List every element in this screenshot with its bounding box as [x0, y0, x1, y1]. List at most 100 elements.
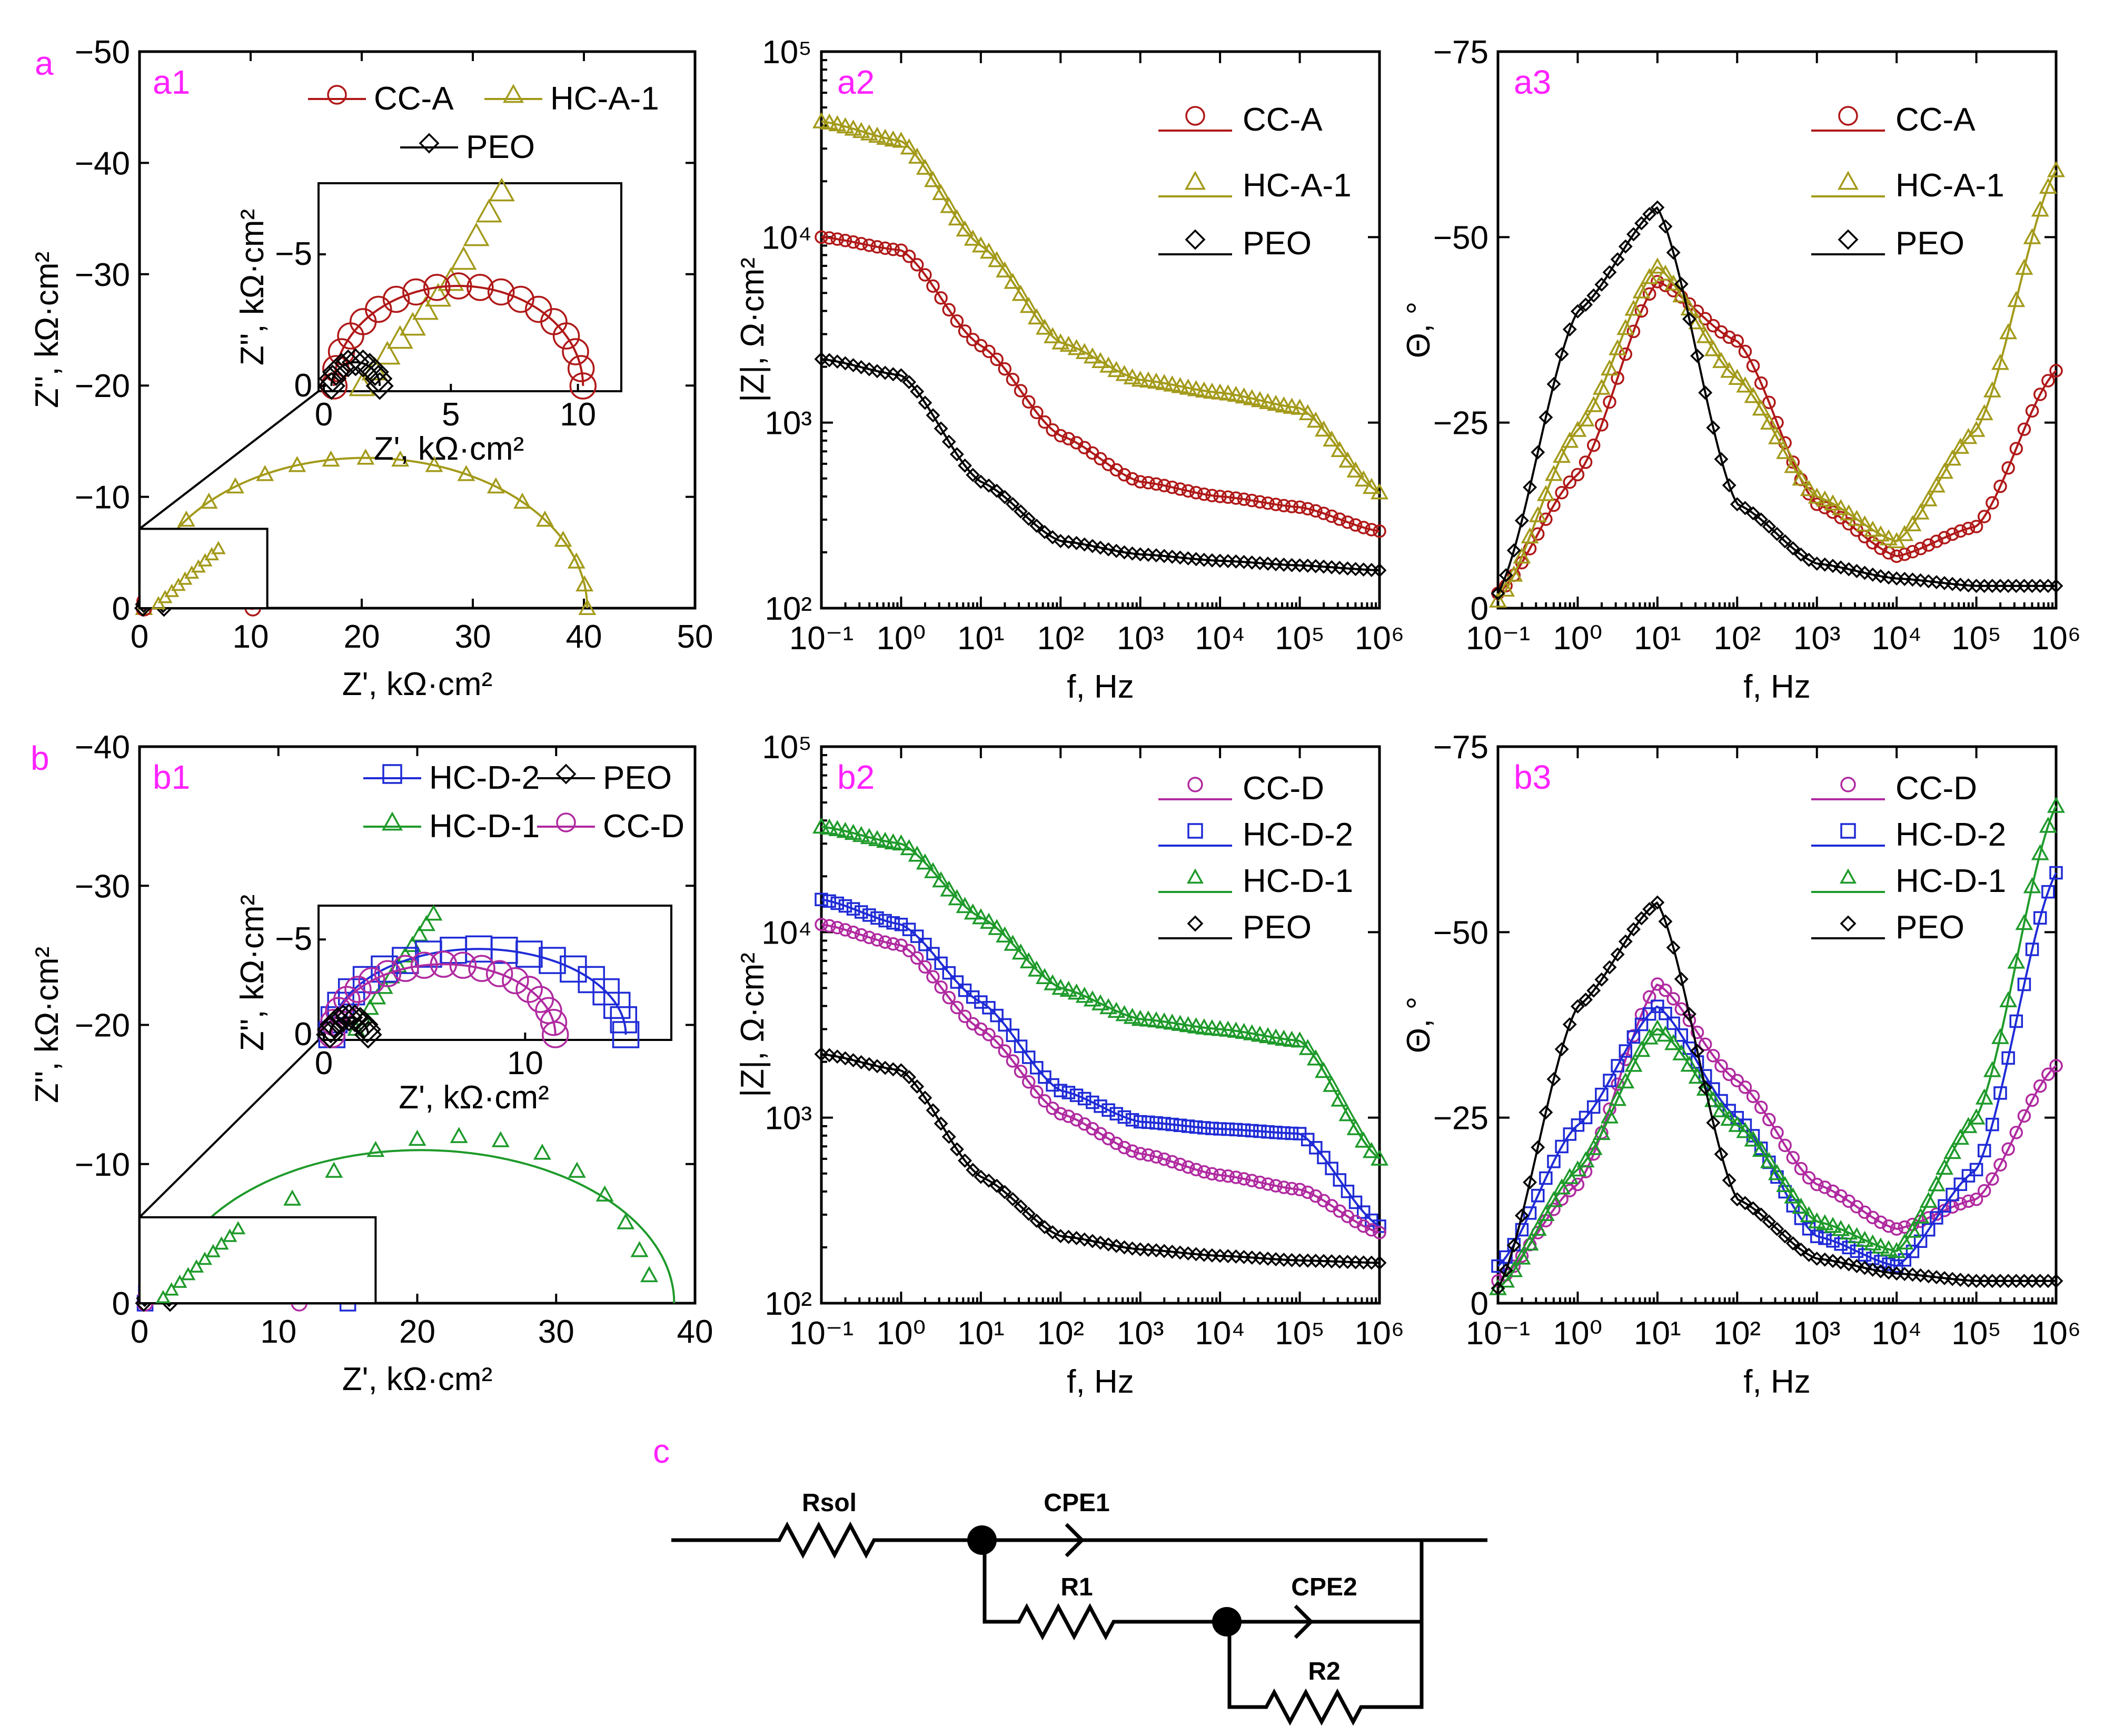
- data-point: [1027, 308, 1046, 325]
- data-point: [1895, 525, 1914, 541]
- data-point: [918, 268, 932, 282]
- data-point: [926, 408, 940, 423]
- data-point: [1706, 420, 1721, 435]
- data-point: [1688, 1067, 1706, 1084]
- data-point: [1650, 895, 1665, 910]
- data-point: [1815, 490, 1834, 507]
- data-point: [876, 128, 895, 145]
- data-point: [926, 970, 940, 984]
- data-point: [560, 955, 587, 983]
- data-point: [1117, 468, 1132, 482]
- legend-marker: [1838, 229, 1859, 250]
- legend-hc-d-1: HC-D-1: [363, 808, 540, 845]
- data-point: [1021, 511, 1036, 526]
- data-point: [1666, 940, 1681, 955]
- data-point: [2047, 161, 2065, 177]
- b3-ytick-label: −75: [1433, 729, 1488, 766]
- data-point: [854, 928, 868, 942]
- data-point: [334, 349, 362, 378]
- data-point: [283, 1189, 302, 1206]
- data-point: [1674, 276, 1689, 291]
- data-point: [1293, 1183, 1307, 1196]
- data-point: [1626, 1030, 1641, 1044]
- data-point: [1061, 1109, 1076, 1123]
- data-point: [1195, 1018, 1213, 1035]
- fit-line: [330, 361, 381, 386]
- legend-cc-d: CC-D: [1811, 770, 1977, 807]
- data-point: [942, 990, 956, 1005]
- data-point: [329, 1004, 358, 1033]
- data-point: [1323, 1076, 1341, 1092]
- data-point: [1778, 534, 1792, 549]
- data-point: [567, 552, 585, 569]
- data-point: [941, 1129, 956, 1144]
- legend-hc-a-1: HC-A-1: [1158, 167, 1352, 204]
- data-point: [1561, 1168, 1579, 1184]
- data-point: [1101, 542, 1116, 557]
- data-point: [1115, 1005, 1134, 1021]
- data-point: [1229, 1123, 1243, 1137]
- data-point: [1259, 393, 1277, 409]
- series-hc-d-2: [815, 892, 1386, 1233]
- data-point: [515, 940, 543, 968]
- data-point: [1107, 361, 1126, 378]
- data-point: [1555, 1139, 1569, 1154]
- data-point: [1880, 529, 1898, 545]
- b1-xtick-label: 30: [538, 1314, 574, 1350]
- data-point: [1269, 498, 1283, 511]
- data-point: [1736, 376, 1754, 393]
- data-point: [1706, 1049, 1720, 1063]
- data-point: [1261, 496, 1275, 510]
- b3-xlabel: f, Hz: [1743, 1364, 1810, 1400]
- data-point: [1019, 296, 1038, 313]
- data-point: [1768, 428, 1786, 444]
- data-point: [1173, 1118, 1187, 1132]
- data-point: [870, 1059, 885, 1074]
- data-point: [1491, 586, 1505, 601]
- data-point: [1569, 421, 1587, 437]
- data-point: [1611, 1059, 1624, 1073]
- data-point: [878, 365, 892, 380]
- data-point: [1269, 1125, 1283, 1139]
- data-point: [1746, 1129, 1760, 1143]
- data-point: [333, 986, 361, 1013]
- data-point: [1029, 519, 1044, 533]
- data-point: [1251, 1025, 1269, 1042]
- a3-frame: [1496, 50, 2058, 610]
- data-point: [1277, 1181, 1291, 1194]
- legend-marker: [419, 133, 440, 154]
- data-point: [1054, 1084, 1068, 1097]
- data-point: [1189, 1163, 1203, 1177]
- data-point: [1969, 1192, 1983, 1206]
- data-point: [1642, 990, 1656, 1004]
- data-point: [1841, 562, 1856, 577]
- data-point: [365, 295, 392, 323]
- data-point: [1107, 1001, 1126, 1018]
- data-point: [356, 449, 375, 465]
- data-point: [1093, 540, 1108, 555]
- data-point: [1125, 472, 1139, 486]
- data-point: [1746, 359, 1760, 373]
- data-point: [1227, 385, 1245, 402]
- data-point: [1610, 252, 1625, 267]
- legend-peo: PEO: [1811, 225, 1964, 262]
- data-point: [1069, 1088, 1084, 1102]
- data-point: [884, 130, 902, 147]
- data-point: [1044, 974, 1062, 990]
- data-point: [2039, 817, 2057, 833]
- data-point: [1237, 1172, 1251, 1186]
- legend-cc-a: CC-A: [308, 81, 454, 117]
- data-point: [820, 113, 839, 130]
- chart-a2: 10⁻¹ 10⁰ 10¹ 10² 10³ 10⁴ 10⁵ 10⁶ 10² 10³ 10⁴ 10⁵ f, …: [735, 34, 1404, 705]
- data-point: [2017, 977, 2031, 991]
- a1-xlabel: Z', kΩ·cm²: [342, 666, 492, 702]
- data-point: [1610, 947, 1625, 962]
- data-point: [2025, 1093, 2039, 1107]
- data-point: [1951, 1128, 1970, 1145]
- legend-label: HC-A-1: [1243, 167, 1352, 204]
- data-point: [1977, 1184, 1991, 1198]
- data-point: [1563, 1127, 1577, 1141]
- data-point: [1609, 1089, 1627, 1106]
- data-point: [989, 1178, 1004, 1193]
- data-point: [1648, 1019, 1666, 1036]
